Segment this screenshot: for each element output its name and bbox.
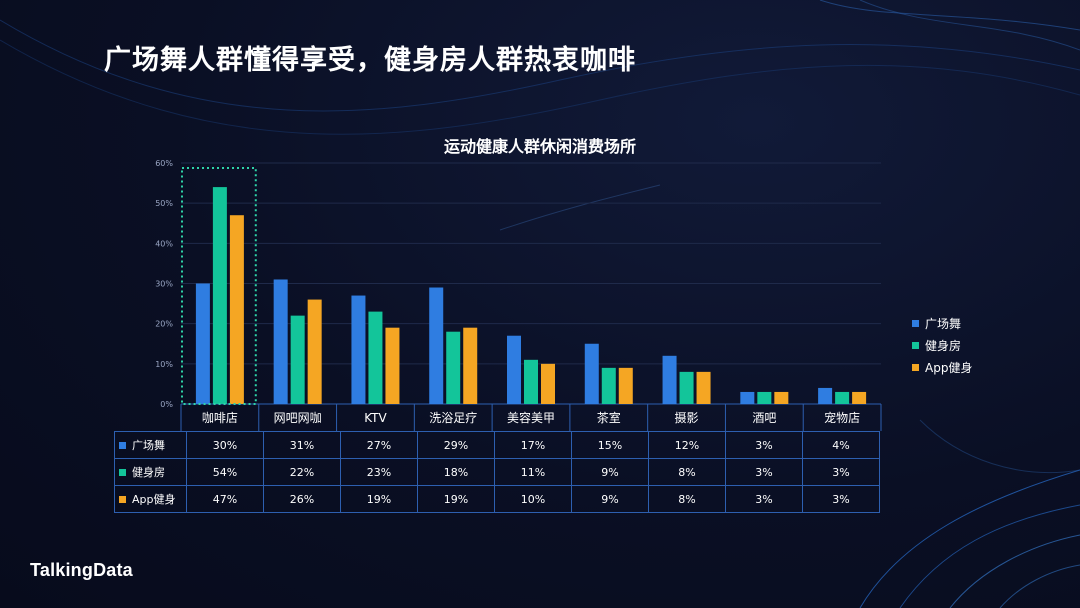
table-cell: 19% <box>340 485 418 513</box>
table-cell: 8% <box>648 458 726 486</box>
table-cell: 23% <box>340 458 418 486</box>
bar <box>446 331 461 404</box>
bar <box>385 327 400 404</box>
bar <box>524 359 538 404</box>
x-tick-label: 酒吧 <box>752 411 776 425</box>
y-tick-label: 20% <box>155 320 173 329</box>
bar <box>195 283 210 404</box>
y-tick-label: 30% <box>155 280 173 289</box>
table-cell: 27% <box>340 431 418 459</box>
highlight-box <box>181 167 257 405</box>
table-cell: 12% <box>648 431 726 459</box>
bar <box>541 363 555 404</box>
table-row-header: 广场舞 <box>114 431 187 459</box>
series-label: App健身 <box>132 493 176 506</box>
table-row-header: 健身房 <box>114 458 187 486</box>
table-cell: 4% <box>802 431 880 459</box>
legend-label: App健身 <box>925 360 973 375</box>
bar <box>818 387 833 404</box>
chart-legend: 广场舞 健身房 App健身 <box>912 312 972 378</box>
bar <box>679 371 694 404</box>
x-tick-label: 美容美甲 <box>507 410 555 425</box>
table-cell: 3% <box>725 458 803 486</box>
bar <box>507 335 521 404</box>
bar <box>696 371 711 404</box>
data-table: 广场舞 30% 31% 27% 29% 17% 15% 12% 3% 4% 健身… <box>114 431 880 513</box>
bar <box>307 299 322 404</box>
table-row-series-2: 健身房 54% 22% 23% 18% 11% 9% 8% 3% 3% <box>114 458 880 486</box>
y-tick-label: 60% <box>155 159 173 168</box>
bar <box>757 391 772 404</box>
table-cell: 47% <box>186 485 264 513</box>
legend-swatch-icon <box>912 363 919 371</box>
legend-label: 广场舞 <box>925 316 962 331</box>
legend-label: 健身房 <box>925 338 962 353</box>
page-title: 广场舞人群懂得享受，健身房人群热衷咖啡 <box>104 45 636 76</box>
table-cell: 3% <box>802 485 880 513</box>
table-cell: 31% <box>263 431 341 459</box>
legend-item-series-3: App健身 <box>912 356 972 378</box>
x-tick-label: 茶室 <box>597 410 621 425</box>
bar <box>618 367 633 404</box>
table-cell: 3% <box>725 485 803 513</box>
bar <box>290 315 305 404</box>
chart-title: 运动健康人群休闲消费场所 <box>443 137 636 156</box>
x-tick-label: 摄影 <box>675 410 699 425</box>
legend-swatch-icon <box>912 341 919 349</box>
x-tick-label: KTV <box>364 411 387 425</box>
brand-logo: TalkingData <box>30 560 133 580</box>
bar <box>774 391 789 404</box>
bar <box>662 355 677 404</box>
legend-item-series-1: 广场舞 <box>912 312 972 334</box>
series-label: 健身房 <box>132 466 165 479</box>
table-cell: 26% <box>263 485 341 513</box>
table-cell: 9% <box>571 485 649 513</box>
legend-swatch-icon <box>912 319 919 327</box>
table-cell: 3% <box>725 431 803 459</box>
table-cell: 10% <box>494 485 572 513</box>
bar <box>429 287 444 404</box>
table-cell: 3% <box>802 458 880 486</box>
table-row-series-1: 广场舞 30% 31% 27% 29% 17% 15% 12% 3% 4% <box>114 431 880 459</box>
table-cell: 18% <box>417 458 495 486</box>
table-cell: 54% <box>186 458 264 486</box>
table-row-header: App健身 <box>114 485 187 513</box>
table-cell: 19% <box>417 485 495 513</box>
y-tick-label: 0% <box>160 400 173 409</box>
bar <box>852 391 867 404</box>
bar <box>351 295 366 404</box>
bar <box>835 391 850 404</box>
table-cell: 8% <box>648 485 726 513</box>
bar <box>463 327 478 404</box>
bar <box>601 367 616 404</box>
table-cell: 22% <box>263 458 341 486</box>
y-tick-label: 40% <box>155 239 173 248</box>
table-cell: 15% <box>571 431 649 459</box>
y-tick-label: 10% <box>155 360 173 369</box>
legend-swatch-icon <box>119 496 126 503</box>
bar <box>212 187 227 404</box>
bar <box>584 343 599 404</box>
x-tick-label: 宠物店 <box>824 410 860 425</box>
table-cell: 11% <box>494 458 572 486</box>
legend-item-series-2: 健身房 <box>912 334 972 356</box>
table-row-series-3: App健身 47% 26% 19% 19% 10% 9% 8% 3% 3% <box>114 485 880 513</box>
table-cell: 17% <box>494 431 572 459</box>
table-cell: 30% <box>186 431 264 459</box>
bar <box>740 391 755 404</box>
table-cell: 9% <box>571 458 649 486</box>
bar <box>273 279 288 404</box>
series-label: 广场舞 <box>132 439 165 452</box>
x-tick-label: 咖啡店 <box>202 410 238 425</box>
bar <box>229 215 244 404</box>
table-cell: 29% <box>417 431 495 459</box>
legend-swatch-icon <box>119 469 126 476</box>
bar <box>368 311 383 404</box>
y-tick-label: 50% <box>155 199 173 208</box>
x-tick-label: 洗浴足疗 <box>429 411 477 425</box>
legend-swatch-icon <box>119 442 126 449</box>
x-tick-label: 网吧网咖 <box>274 410 322 425</box>
